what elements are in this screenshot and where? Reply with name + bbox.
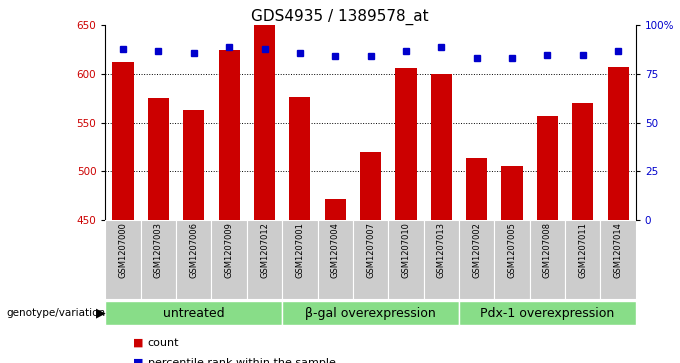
Bar	[282, 220, 318, 299]
Text: GSM1207002: GSM1207002	[472, 222, 481, 278]
Bar	[289, 97, 311, 220]
Bar	[112, 62, 134, 220]
Text: GSM1207013: GSM1207013	[437, 222, 446, 278]
Bar	[247, 220, 282, 299]
Text: GSM1207012: GSM1207012	[260, 222, 269, 278]
Bar	[459, 220, 494, 299]
Bar	[360, 152, 381, 220]
Bar	[148, 98, 169, 220]
Text: Pdx-1 overexpression: Pdx-1 overexpression	[480, 307, 615, 319]
Bar	[501, 166, 523, 220]
Text: ■: ■	[133, 338, 143, 348]
Text: genotype/variation: genotype/variation	[7, 308, 106, 318]
Bar	[430, 74, 452, 220]
Text: GSM1207010: GSM1207010	[401, 222, 411, 278]
Bar	[600, 220, 636, 299]
Bar	[282, 301, 459, 325]
Bar	[607, 67, 629, 220]
Bar	[254, 25, 275, 220]
Text: ▶: ▶	[96, 307, 105, 319]
Text: β-gal overexpression: β-gal overexpression	[305, 307, 436, 319]
Bar	[324, 199, 346, 220]
Bar	[141, 220, 176, 299]
Bar	[565, 220, 600, 299]
Bar	[105, 301, 282, 325]
Bar	[395, 68, 417, 220]
Text: GSM1207000: GSM1207000	[118, 222, 128, 278]
Bar	[105, 220, 141, 299]
Bar	[466, 158, 488, 220]
Bar	[424, 220, 459, 299]
Bar	[218, 50, 240, 220]
Text: GSM1207007: GSM1207007	[366, 222, 375, 278]
Bar	[459, 301, 636, 325]
Text: untreated: untreated	[163, 307, 224, 319]
Bar	[353, 220, 388, 299]
Text: count: count	[148, 338, 179, 348]
Text: ■: ■	[133, 358, 143, 363]
Bar	[537, 116, 558, 220]
Text: GSM1207005: GSM1207005	[507, 222, 517, 278]
Text: percentile rank within the sample: percentile rank within the sample	[148, 358, 335, 363]
Bar	[318, 220, 353, 299]
Bar	[572, 103, 594, 220]
Text: GSM1207008: GSM1207008	[543, 222, 552, 278]
Text: GSM1207009: GSM1207009	[224, 222, 234, 278]
Bar	[176, 220, 211, 299]
Text: GSM1207006: GSM1207006	[189, 222, 199, 278]
Text: GSM1207001: GSM1207001	[295, 222, 305, 278]
Text: GDS4935 / 1389578_at: GDS4935 / 1389578_at	[251, 9, 429, 25]
Bar	[388, 220, 424, 299]
Bar	[211, 220, 247, 299]
Text: GSM1207011: GSM1207011	[578, 222, 588, 278]
Bar	[530, 220, 565, 299]
Text: GSM1207004: GSM1207004	[330, 222, 340, 278]
Bar	[183, 110, 205, 220]
Text: GSM1207014: GSM1207014	[613, 222, 623, 278]
Bar	[494, 220, 530, 299]
Text: GSM1207003: GSM1207003	[154, 222, 163, 278]
